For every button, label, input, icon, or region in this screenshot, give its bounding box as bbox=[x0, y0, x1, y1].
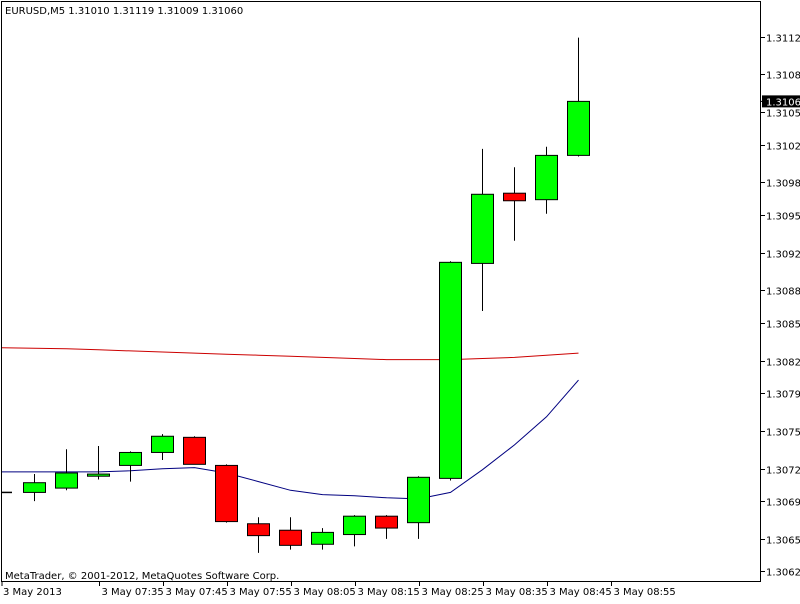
bear-candle bbox=[279, 517, 302, 550]
price-tick-label: 1.30720 bbox=[766, 466, 800, 477]
price-tick-label: 1.30955 bbox=[766, 212, 800, 223]
price-tick-label: 1.30885 bbox=[766, 287, 800, 298]
time-tick-label: 3 May 08:35 bbox=[486, 587, 548, 598]
plot-area-frame bbox=[1, 1, 761, 582]
candle-body bbox=[183, 436, 206, 465]
time-tick-label: 3 May 07:45 bbox=[166, 587, 228, 598]
time-tick-label: 3 May 08:25 bbox=[422, 587, 484, 598]
price-tick-label: 1.30790 bbox=[766, 390, 800, 401]
bull-candle bbox=[23, 474, 46, 502]
bear-candle bbox=[375, 515, 398, 539]
price-tick-label: 1.30920 bbox=[766, 250, 800, 261]
bull-candle bbox=[55, 449, 78, 491]
price-tick-label: 1.30625 bbox=[766, 568, 800, 579]
price-tick-label: 1.30985 bbox=[766, 179, 800, 190]
price-tag-label: 1.31060 bbox=[766, 97, 800, 108]
price-tick-label: 1.30690 bbox=[766, 498, 800, 509]
price-tick-label: 1.31050 bbox=[766, 109, 800, 120]
candle-body bbox=[567, 100, 590, 156]
bull-candle bbox=[471, 148, 494, 311]
chart-header-text: EURUSD,M5 1.31010 1.31119 1.31009 1.3106… bbox=[5, 6, 243, 17]
bear-candle bbox=[215, 464, 238, 523]
bull-candle bbox=[151, 434, 174, 461]
candles bbox=[2, 37, 590, 553]
current-price-tag: 1.31060 bbox=[761, 95, 800, 108]
price-tick-label: 1.30655 bbox=[766, 536, 800, 547]
time-axis: 3 May 2013 3 May 07:35 3 May 07:45 3 May 07… bbox=[1, 582, 676, 598]
bull-candle bbox=[567, 37, 590, 157]
time-tick-label: 3 May 07:35 bbox=[102, 587, 164, 598]
bull-candle bbox=[119, 451, 142, 482]
copyright-text: MetaTrader, © 2001-2012, MetaQuotes Soft… bbox=[5, 571, 279, 582]
price-tick-label: 1.31120 bbox=[766, 34, 800, 45]
time-tick-label: 3 May 08:15 bbox=[358, 587, 420, 598]
time-tick-label: 3 May 2013 bbox=[3, 587, 62, 598]
candle-body bbox=[87, 473, 110, 477]
price-tick-label: 1.31020 bbox=[766, 142, 800, 153]
candle-body bbox=[151, 435, 174, 453]
candle-body bbox=[311, 531, 334, 545]
price-tick-label: 1.30820 bbox=[766, 358, 800, 369]
candle-body bbox=[119, 451, 142, 466]
bear-candle bbox=[247, 517, 270, 553]
bear-candle bbox=[503, 167, 526, 241]
candle-body bbox=[535, 154, 558, 201]
bull-candle bbox=[343, 515, 366, 547]
bull-candle bbox=[535, 146, 558, 214]
candle-body bbox=[215, 464, 238, 523]
candle-body bbox=[279, 529, 302, 546]
ma-slow-line bbox=[1, 347, 579, 361]
candle-body bbox=[439, 261, 462, 479]
time-tick-label: 3 May 08:45 bbox=[550, 587, 612, 598]
candle-body bbox=[407, 476, 430, 524]
candle-body bbox=[375, 515, 398, 529]
time-tick-label: 3 May 08:55 bbox=[614, 587, 676, 598]
candle-body bbox=[247, 523, 270, 537]
bull-candle bbox=[407, 476, 430, 539]
candle-body bbox=[343, 515, 366, 536]
ma-fast-line bbox=[2, 379, 579, 500]
bull-candle bbox=[87, 445, 110, 480]
time-tick-label: 3 May 08:05 bbox=[294, 587, 356, 598]
bull-candle bbox=[439, 261, 462, 481]
candle-body bbox=[55, 472, 78, 489]
candle-body bbox=[503, 192, 526, 202]
price-axis: 1.31120 1.31085 1.31050 1.31020 1.30985 1.309… bbox=[761, 34, 800, 579]
candle-body bbox=[23, 482, 46, 493]
time-tick-label: 3 May 07:55 bbox=[230, 587, 292, 598]
price-tick-label: 1.30755 bbox=[766, 428, 800, 439]
candle-body bbox=[471, 193, 494, 264]
price-tag-background bbox=[762, 95, 800, 108]
bear-candle bbox=[183, 436, 206, 465]
price-tick-label: 1.31085 bbox=[766, 71, 800, 82]
price-tick-label: 1.30855 bbox=[766, 320, 800, 331]
bull-candle bbox=[311, 528, 334, 550]
